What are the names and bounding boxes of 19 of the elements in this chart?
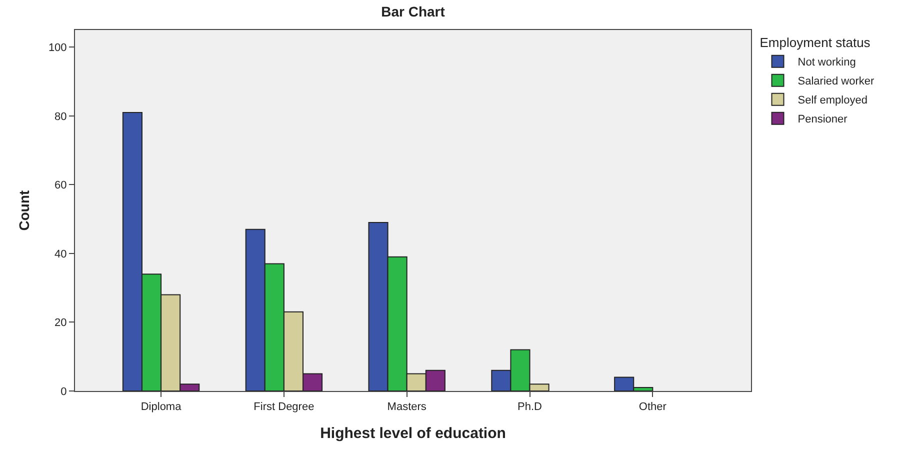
x-tick-label: Masters	[387, 401, 427, 414]
x-axis-title: Highest level of education	[320, 425, 506, 442]
legend-label: Self employed	[798, 94, 868, 107]
legend-title: Employment status	[760, 34, 871, 50]
legend-label: Pensioner	[798, 114, 848, 126]
y-tick-label: 100	[48, 42, 67, 54]
x-tick-label: Diploma	[140, 401, 182, 414]
y-tick-label: 60	[54, 180, 67, 192]
y-tick-label: 20	[54, 317, 67, 330]
x-tick-label: First Degree	[254, 401, 314, 414]
y-axis-title: Count	[16, 190, 32, 231]
y-tick-label: 40	[54, 248, 67, 260]
x-tick-label: Ph.D	[518, 401, 542, 414]
legend-label: Not working	[798, 56, 856, 69]
x-tick-label: Other	[638, 401, 667, 414]
y-tick-label: 80	[54, 110, 67, 123]
y-tick-label: 0	[60, 386, 67, 398]
chart-title: Bar Chart	[381, 4, 446, 20]
legend-label: Salaried worker	[798, 76, 875, 88]
